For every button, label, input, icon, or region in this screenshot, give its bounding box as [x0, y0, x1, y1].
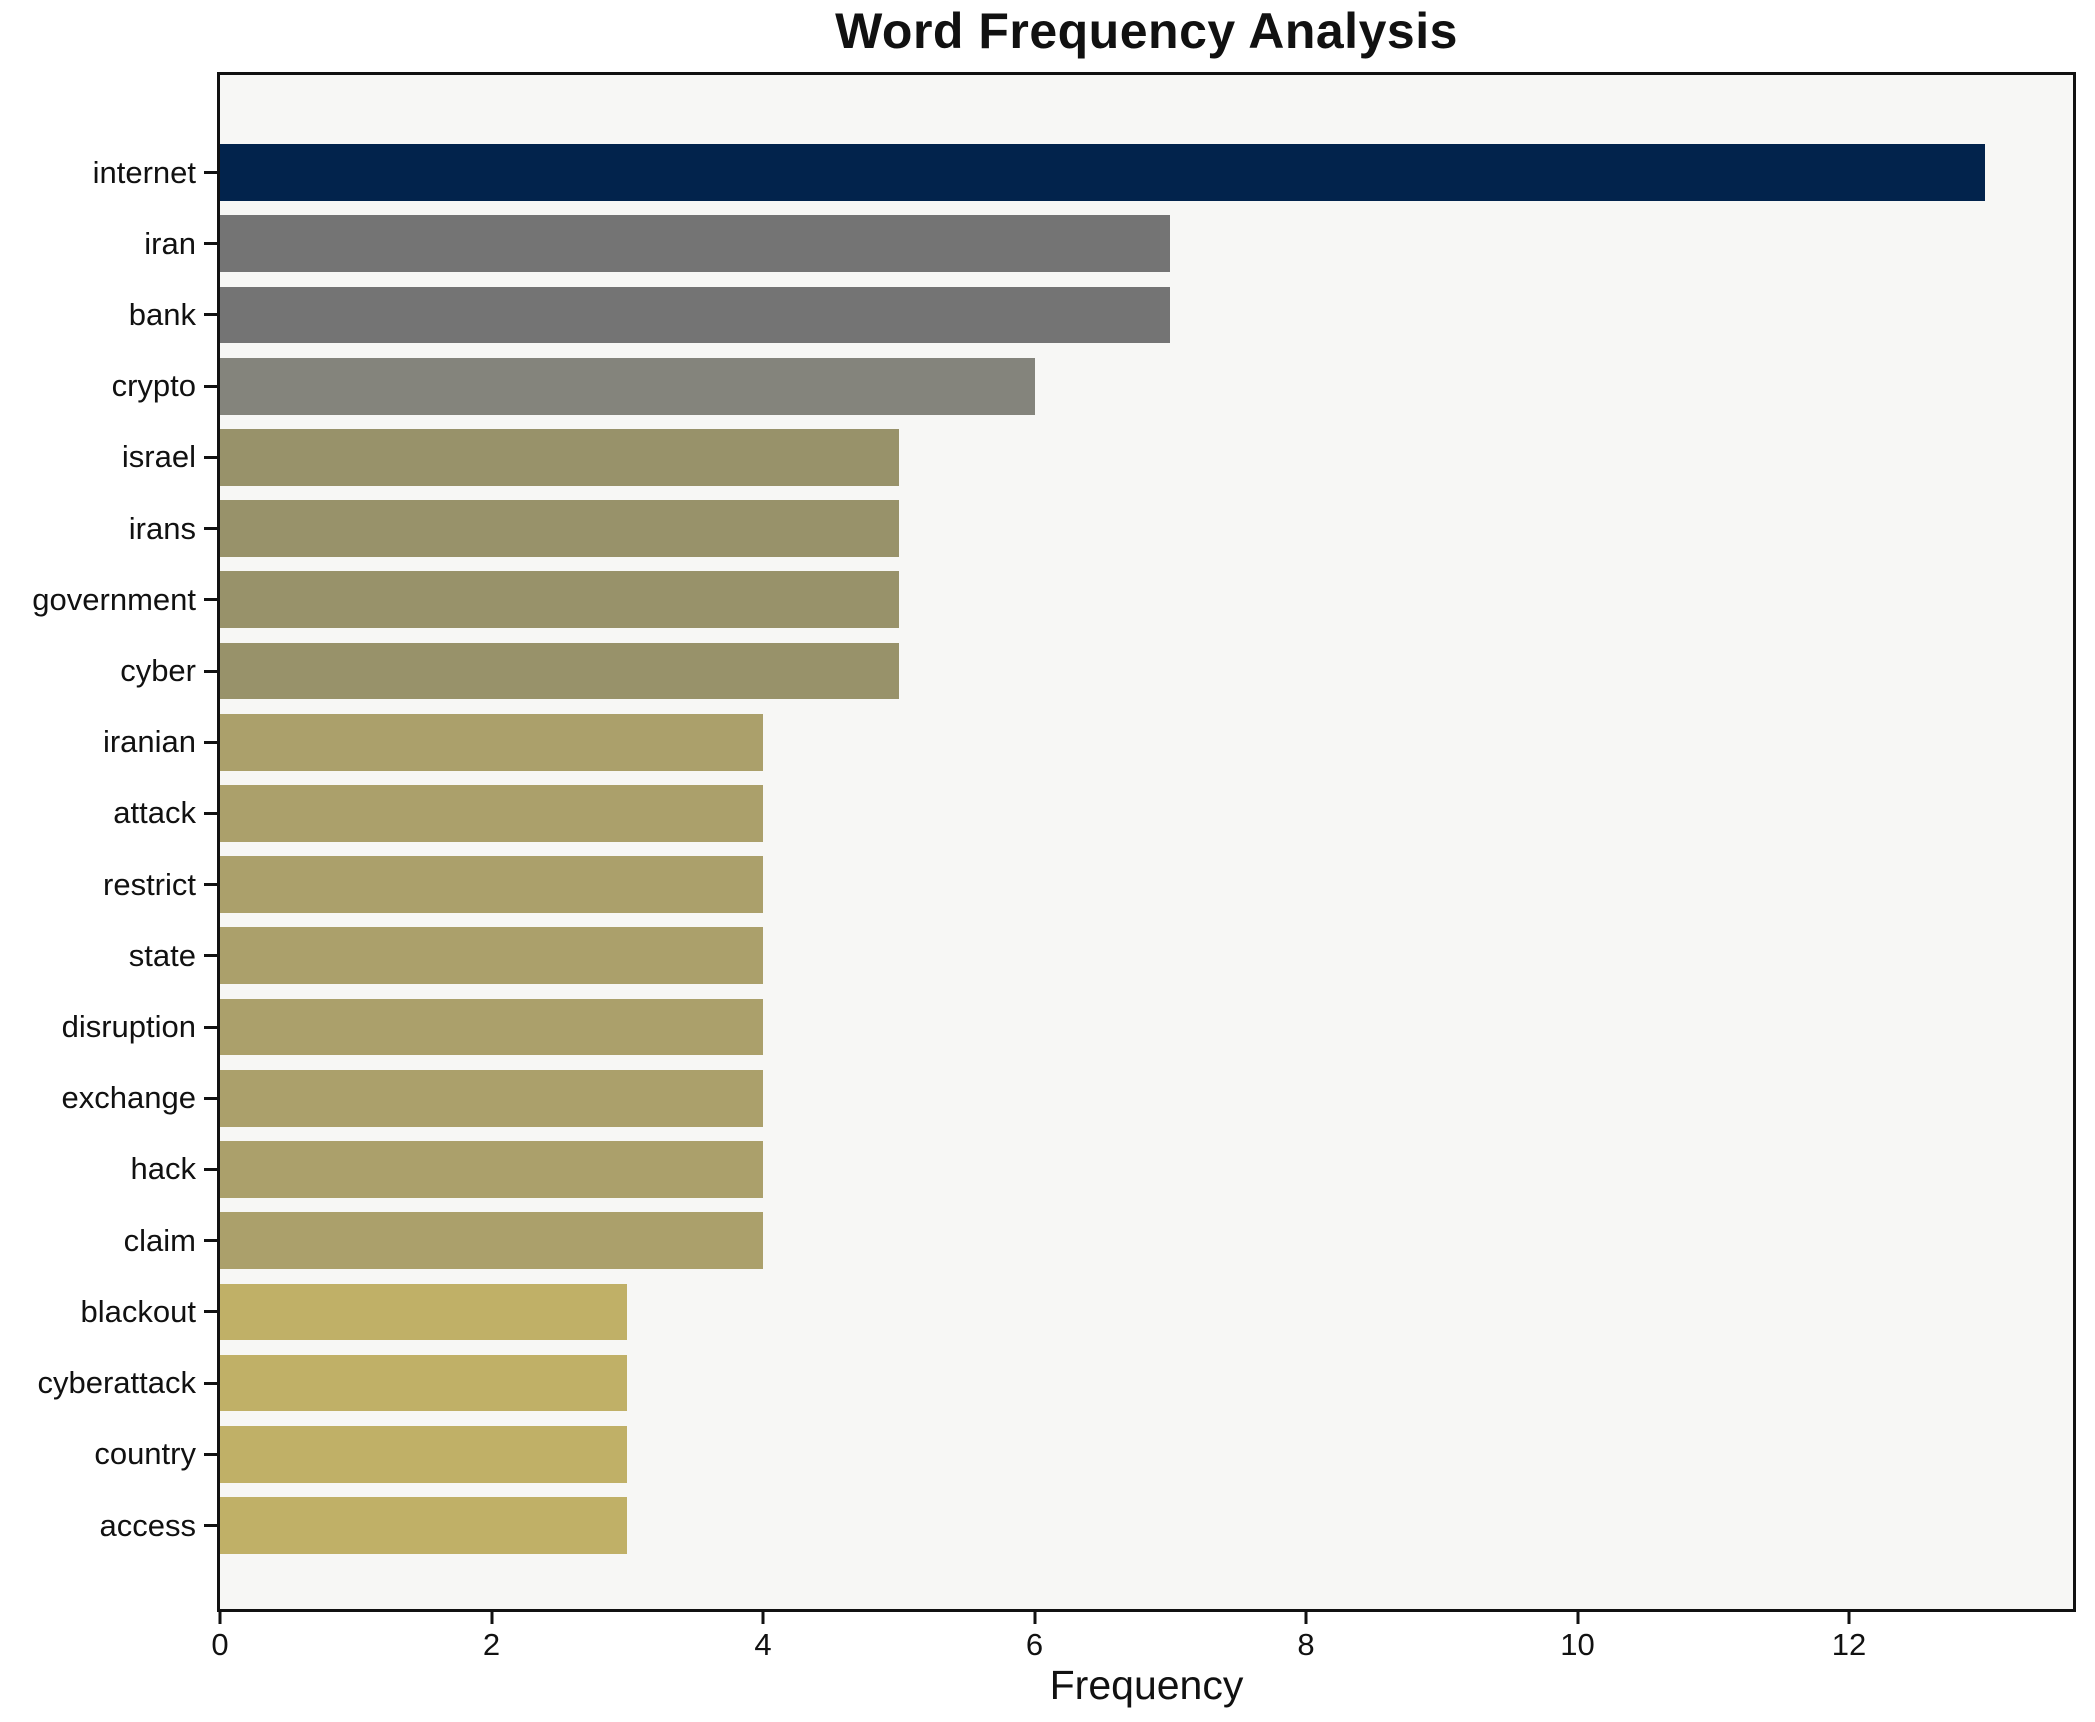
bar-internet [220, 144, 1985, 201]
x-tick-label-0: 0 [211, 1627, 229, 1662]
x-tick-label-4: 4 [754, 1627, 772, 1662]
bar-country [220, 1425, 628, 1483]
y-tick-label-cyberattack: cyberattack [37, 1365, 196, 1401]
x-tick-label-2: 2 [482, 1627, 501, 1662]
bar-irans [220, 500, 899, 557]
y-tick-label-exchange: exchange [61, 1080, 196, 1116]
bar-cyber [220, 642, 899, 700]
y-tick-label-government: government [32, 581, 196, 617]
x-tick-label-6: 6 [1025, 1627, 1044, 1662]
y-tick-mark [204, 1096, 217, 1100]
bar-disruption [220, 998, 763, 1056]
y-tick-mark [204, 1524, 217, 1528]
x-tick-label-8: 8 [1297, 1627, 1315, 1662]
y-tick-label-disruption: disruption [61, 1009, 196, 1045]
x-tick-mark [1576, 1612, 1579, 1624]
y-tick-mark [204, 811, 217, 815]
x-axis-label: Frequency [1049, 1662, 1244, 1708]
bar-israel [220, 429, 899, 486]
y-tick-mark [204, 171, 217, 175]
y-tick-mark [204, 313, 217, 317]
y-tick-label-state: state [128, 937, 196, 973]
plot-area: internet iran bank crypto israel irans governm… [32, 72, 2076, 1662]
y-tick-mark [204, 1452, 217, 1456]
y-tick-label-crypto: crypto [111, 368, 196, 404]
x-tick-label-10: 10 [1560, 1627, 1595, 1662]
bar-state [220, 927, 763, 985]
y-tick-label-israel: israel [121, 439, 196, 475]
y-tick-label-country: country [94, 1436, 196, 1472]
bar-iranian [220, 713, 763, 771]
y-tick-label-claim: claim [123, 1222, 196, 1258]
y-tick-mark [204, 954, 217, 958]
x-tick-label-12: 12 [1831, 1627, 1867, 1662]
bar-exchange [220, 1069, 763, 1127]
bar-iran [220, 215, 1171, 273]
y-tick-mark [204, 527, 217, 531]
y-tick-mark [204, 455, 217, 459]
y-tick-label-iranian: iranian [102, 724, 196, 760]
y-tick-label-internet: internet [92, 154, 196, 190]
y-tick-mark [204, 242, 217, 246]
y-tick-mark [204, 1239, 217, 1243]
x-tick-mark [218, 1612, 222, 1624]
y-tick-label-blackout: blackout [80, 1293, 196, 1329]
y-tick-mark [204, 384, 217, 388]
x-tick-mark [1304, 1612, 1308, 1624]
chart-title: Word Frequency Analysis [835, 3, 1458, 59]
y-tick-mark [204, 1381, 217, 1385]
bar-cyberattack [220, 1354, 628, 1412]
y-tick-mark [204, 669, 217, 673]
y-tick-mark [204, 1167, 217, 1171]
y-tick-mark [204, 598, 217, 602]
x-tick-mark [761, 1612, 765, 1624]
bar-hack [220, 1141, 763, 1198]
y-tick-label-access: access [99, 1507, 196, 1543]
bar-crypto [220, 357, 1035, 415]
bar-bank [220, 286, 1171, 344]
y-tick-label-bank: bank [128, 296, 196, 332]
bar-blackout [220, 1283, 628, 1341]
x-tick-mark [1847, 1612, 1851, 1624]
y-tick-label-irans: irans [128, 510, 196, 546]
bar-attack [220, 785, 763, 842]
bar-claim [220, 1212, 763, 1270]
y-tick-label-iran: iran [144, 225, 196, 261]
x-tick-mark [1033, 1612, 1036, 1624]
y-tick-label-cyber: cyber [120, 653, 196, 689]
bar-restrict [220, 856, 763, 914]
bar-access [220, 1497, 628, 1554]
y-tick-label-attack: attack [113, 795, 196, 831]
y-tick-mark [204, 1310, 217, 1314]
y-tick-label-restrict: restrict [103, 866, 196, 902]
x-tick-mark [490, 1612, 493, 1624]
y-tick-mark [204, 883, 217, 887]
bar-government [220, 571, 899, 629]
y-tick-mark [204, 1025, 217, 1029]
y-tick-label-hack: hack [130, 1151, 196, 1187]
y-tick-mark [204, 740, 217, 744]
